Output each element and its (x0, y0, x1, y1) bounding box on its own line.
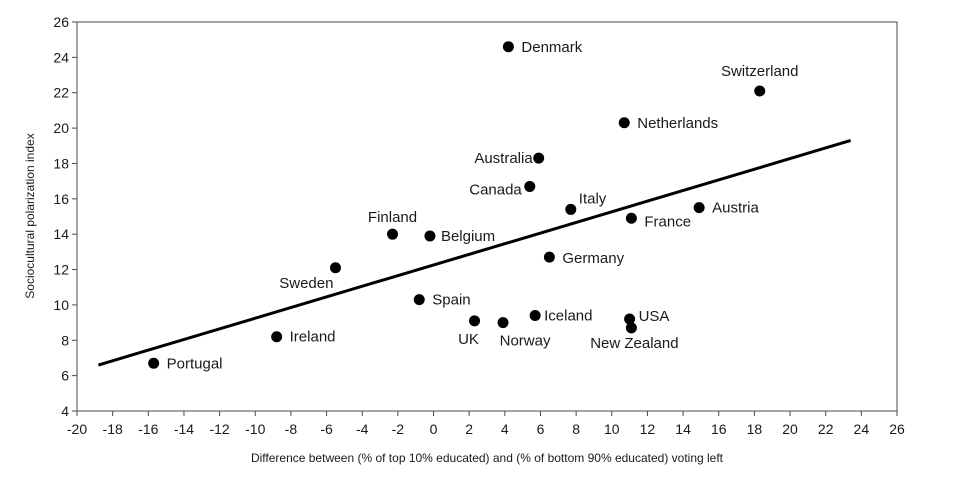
y-tick-label: 4 (61, 403, 69, 419)
data-point (502, 41, 514, 53)
data-label: Finland (368, 209, 417, 226)
x-tick-label: -4 (356, 421, 369, 437)
x-tick-label: 10 (604, 421, 620, 437)
x-tick-label: -14 (174, 421, 194, 437)
data-point (543, 251, 555, 263)
data-point (424, 230, 436, 242)
x-tick-label: -8 (285, 421, 298, 437)
y-tick-label: 8 (61, 332, 69, 348)
data-label: USA (639, 308, 670, 325)
x-tick-label: -2 (392, 421, 405, 437)
plot-area (76, 21, 898, 412)
data-point (524, 180, 536, 192)
data-label: Australia (474, 150, 533, 167)
y-tick-label: 18 (53, 155, 69, 171)
x-tick-label: 22 (818, 421, 834, 437)
x-tick-label: -6 (320, 421, 333, 437)
data-label: Belgium (441, 228, 495, 245)
y-tick-label: 24 (53, 49, 69, 65)
data-label: Austria (712, 200, 759, 217)
data-point (625, 212, 637, 224)
x-tick-label: -20 (67, 421, 87, 437)
data-label: Switzerland (721, 63, 799, 80)
data-label: Germany (562, 250, 624, 267)
data-label: Norway (500, 333, 551, 350)
data-label: Spain (432, 292, 470, 309)
data-point (565, 203, 577, 215)
data-label: Italy (579, 190, 607, 207)
data-point (693, 202, 705, 214)
data-point (413, 294, 425, 306)
x-tick-label: -10 (245, 421, 265, 437)
data-label: Netherlands (637, 115, 718, 132)
y-axis: 4 6 8 10 12 14 16 18 20 22 24 26 (53, 14, 77, 419)
x-tick-label: 12 (640, 421, 656, 437)
data-point (271, 331, 283, 343)
data-points (148, 41, 766, 369)
x-tick-label: -16 (138, 421, 158, 437)
x-tick-label: 0 (430, 421, 438, 437)
data-label: Canada (469, 181, 522, 198)
data-label: Ireland (290, 329, 336, 346)
y-tick-label: 6 (61, 368, 69, 384)
data-point (148, 357, 160, 369)
y-tick-label: 10 (53, 297, 69, 313)
y-tick-label: 14 (53, 226, 69, 242)
data-point (497, 317, 509, 329)
x-axis: -20 -18 -16 -14 -12 -10 -8 -6 -4 -2 0 2 4 6 8 10 12 14 16 1… (67, 411, 905, 437)
data-label: France (644, 213, 691, 230)
y-axis-title: Sociocultural polarization index (23, 133, 37, 298)
x-tick-label: 8 (572, 421, 580, 437)
data-point (625, 322, 637, 334)
y-tick-label: 12 (53, 262, 69, 278)
y-tick-label: 26 (53, 14, 69, 30)
trend-line (97, 139, 852, 367)
data-point (618, 117, 630, 129)
data-point (329, 262, 341, 274)
data-point (754, 85, 766, 97)
data-label: Sweden (279, 275, 333, 292)
point-labels: Denmark Switzerland Netherlands Australia Ca… (167, 39, 799, 373)
y-tick-label: 20 (53, 120, 69, 136)
x-tick-label: 4 (501, 421, 509, 437)
data-label: Denmark (521, 39, 582, 56)
data-point (529, 310, 541, 322)
data-point (624, 313, 636, 325)
x-tick-label: 14 (675, 421, 691, 437)
data-label: Portugal (167, 355, 223, 372)
data-point (533, 152, 545, 164)
data-point (387, 228, 399, 240)
data-label: New Zealand (590, 335, 678, 352)
x-tick-label: 18 (747, 421, 763, 437)
y-tick-label: 22 (53, 85, 69, 101)
x-tick-label: -12 (209, 421, 229, 437)
data-point (469, 315, 481, 327)
x-tick-label: 24 (854, 421, 870, 437)
x-tick-label: 20 (782, 421, 798, 437)
x-tick-label: 6 (537, 421, 545, 437)
x-tick-label: 16 (711, 421, 727, 437)
data-label: Iceland (544, 308, 592, 325)
x-tick-label: 2 (465, 421, 473, 437)
x-tick-label: 26 (889, 421, 905, 437)
x-axis-title: Difference between (% of top 10% educate… (251, 451, 724, 465)
data-label: UK (458, 331, 479, 348)
y-tick-label: 16 (53, 191, 69, 207)
x-tick-label: -18 (103, 421, 123, 437)
